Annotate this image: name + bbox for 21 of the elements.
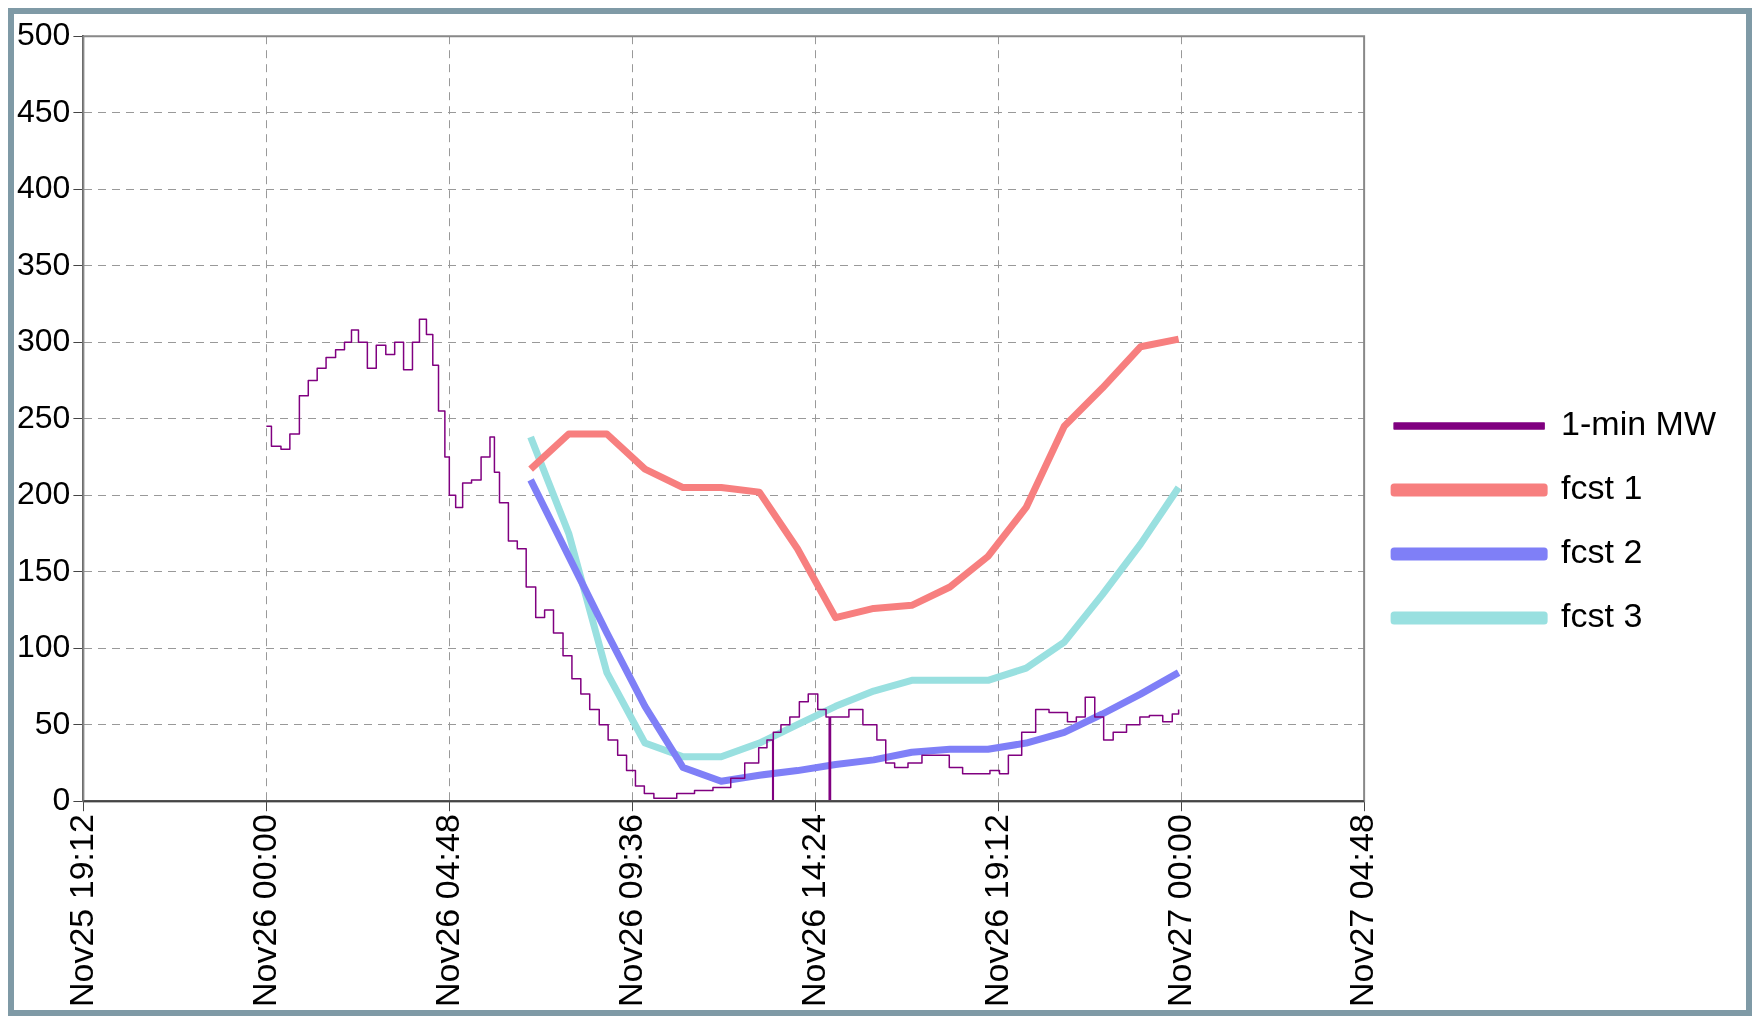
x-tick-label: Nov26 14:24: [793, 814, 832, 1007]
y-tick-label: 100: [17, 628, 71, 665]
x-tick-label: Nov26 04:48: [427, 814, 466, 1007]
y-tick-label: 500: [17, 16, 71, 53]
x-tick-label: Nov27 04:48: [1342, 814, 1381, 1007]
y-tick-label: 400: [17, 169, 71, 206]
y-tick-label: 150: [17, 551, 71, 588]
legend-label: fcst 1: [1561, 468, 1643, 507]
legend-label: fcst 3: [1561, 596, 1643, 635]
x-tick-label: Nov26 00:00: [244, 814, 283, 1007]
x-tick-label: Nov26 19:12: [976, 814, 1015, 1007]
x-tick-label: Nov26 09:36: [610, 814, 649, 1007]
y-tick-label: 350: [17, 245, 71, 282]
y-tick-label: 200: [17, 475, 71, 512]
legend-label: 1-min MW: [1561, 404, 1717, 443]
y-tick-label: 50: [34, 704, 71, 741]
legend-label: fcst 2: [1561, 532, 1643, 571]
y-tick-label: 450: [17, 92, 71, 129]
y-tick-label: 250: [17, 398, 71, 435]
y-tick-label: 300: [17, 322, 71, 359]
x-tick-label: Nov27 00:00: [1159, 814, 1198, 1007]
